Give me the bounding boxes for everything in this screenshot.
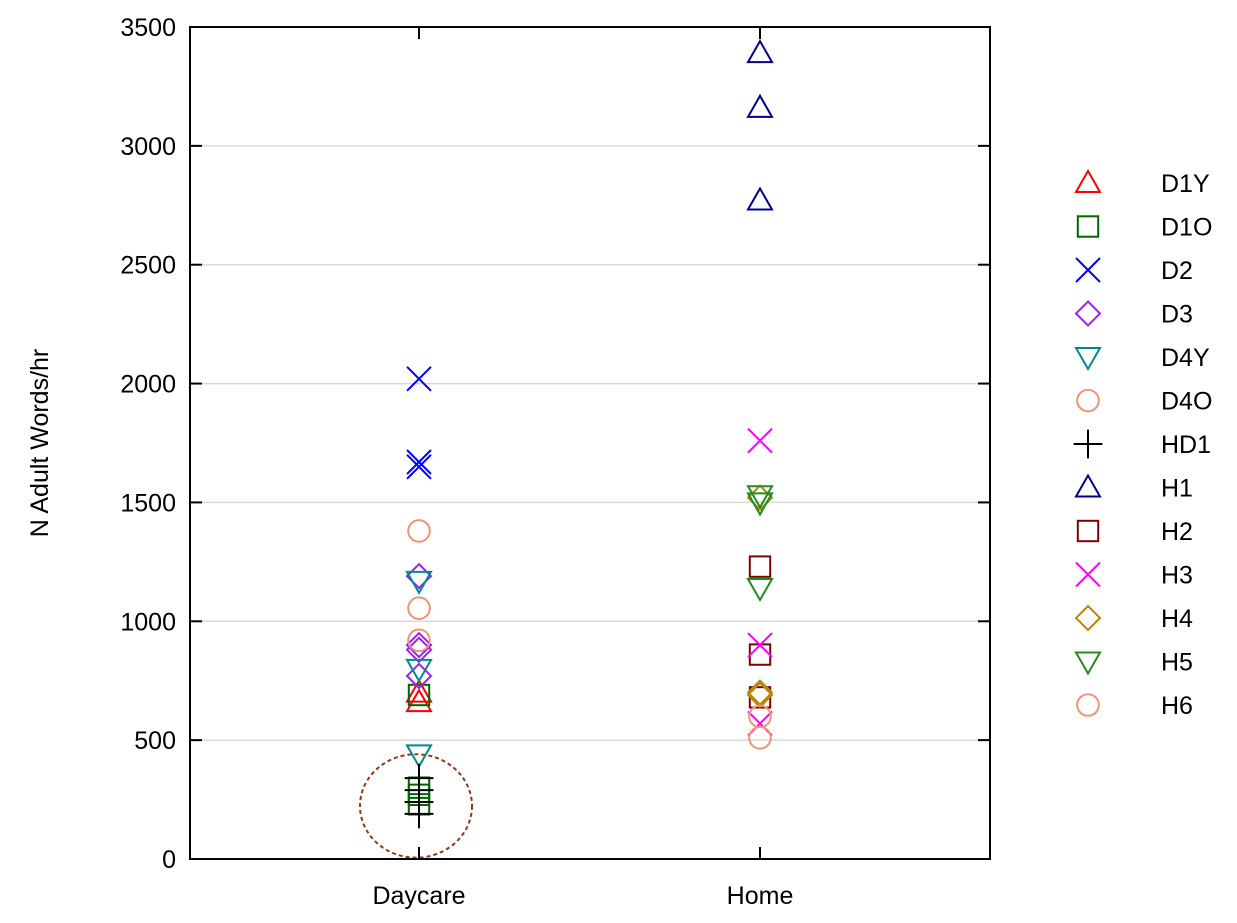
legend-marker [1074,651,1102,676]
data-point [406,454,432,480]
data-point [405,658,433,683]
legend-item: H3 [1075,561,1193,590]
legend-label: H4 [1161,605,1193,633]
data-point [747,427,773,454]
legend-item: D3 [1074,300,1193,329]
data-point [746,93,774,118]
y-tick-label: 3500 [120,14,176,42]
series-d2 [406,366,432,480]
legend-marker [1074,604,1102,632]
data-point [406,366,432,392]
series-hd1 [404,763,434,829]
data-point [746,485,774,510]
legend-item: H1 [1074,473,1193,503]
legend-marker [1074,347,1102,372]
legend-label: H6 [1161,692,1193,720]
data-point [405,562,433,590]
legend-item: D1Y [1074,168,1210,198]
data-point [405,744,433,769]
y-tick-label: 500 [134,727,176,755]
series-d4o [407,519,431,653]
legend-marker [1076,519,1100,543]
y-tick-label: 2000 [120,371,176,399]
legend-marker [1075,561,1101,588]
legend-marker [1076,693,1100,717]
data-point [748,555,772,578]
legend-label: D4Y [1161,344,1210,372]
data-point [404,763,434,793]
legend-marker [1076,388,1100,413]
y-tick-label: 1500 [120,489,176,517]
plot-frame [189,26,991,860]
series-h5 [746,485,774,603]
legend-item: H4 [1074,604,1193,633]
legend-label: D2 [1161,257,1193,285]
annotation-ellipse [359,753,473,859]
data-point [407,519,431,543]
data-point [405,662,433,690]
legend-marker [1074,473,1102,498]
data-point [746,186,774,211]
legend-label: H2 [1161,518,1193,546]
legend-item: D2 [1075,257,1193,285]
y-axis-title: N Adult Words/hr [26,349,54,538]
data-point [747,632,773,658]
legend-label: HD1 [1161,431,1211,459]
data-point [746,492,774,517]
legend-label: H1 [1161,475,1193,503]
legend-label: H3 [1161,562,1193,590]
legend-marker [1075,257,1101,283]
data-point [746,39,774,64]
data-point [748,643,772,666]
y-tick-label: 1000 [120,608,176,636]
data-point [405,678,433,703]
y-tick-label: 3000 [120,133,176,161]
y-tick-label: 0 [162,846,176,874]
y-tick-labels: 0 500 1000 1500 2000 2500 3000 3500 [120,14,176,874]
legend-label: D3 [1161,301,1193,329]
legend-label: D1O [1161,214,1212,242]
data-point [407,628,431,653]
legend-item: D4O [1076,388,1212,416]
legend-marker [1074,168,1102,193]
series-h4 [746,484,774,709]
axis-ticks [190,26,990,860]
legend: D1Y D1O D2 D3 D4Y D4O HD1 H1 H2 H3 H4 H5 H6 [1073,168,1212,720]
series-d1y [405,678,433,713]
series-d3 [405,562,433,690]
legend-marker [1073,429,1103,459]
grid-lines [190,145,990,741]
data-point [748,725,772,750]
legend-marker [1074,300,1102,327]
series-h1 [746,39,774,211]
x-tick-labels: Daycare Home [372,882,793,910]
data-point [746,578,774,603]
legend-item: H2 [1076,518,1193,546]
annotation-layer [359,753,473,859]
legend-item: D1O [1076,214,1212,242]
data-point [405,570,433,595]
data-point [406,449,432,475]
data-point [405,636,433,664]
data-point [405,631,433,659]
data-points [404,39,774,829]
series-d4y [405,570,433,769]
data-point [407,596,431,621]
legend-item: H6 [1076,692,1193,720]
series-h6 [748,704,772,750]
legend-label: D1Y [1161,170,1210,198]
x-tick-label: Home [727,882,794,910]
x-tick-label: Daycare [372,882,465,910]
legend-item: HD1 [1073,429,1211,459]
legend-item: H5 [1074,649,1193,677]
data-point [746,681,774,709]
data-point [407,683,431,707]
y-tick-label: 2500 [120,252,176,280]
legend-label: D4O [1161,388,1212,416]
legend-label: H5 [1161,649,1193,677]
legend-item: D4Y [1074,344,1210,372]
legend-marker [1076,215,1100,238]
